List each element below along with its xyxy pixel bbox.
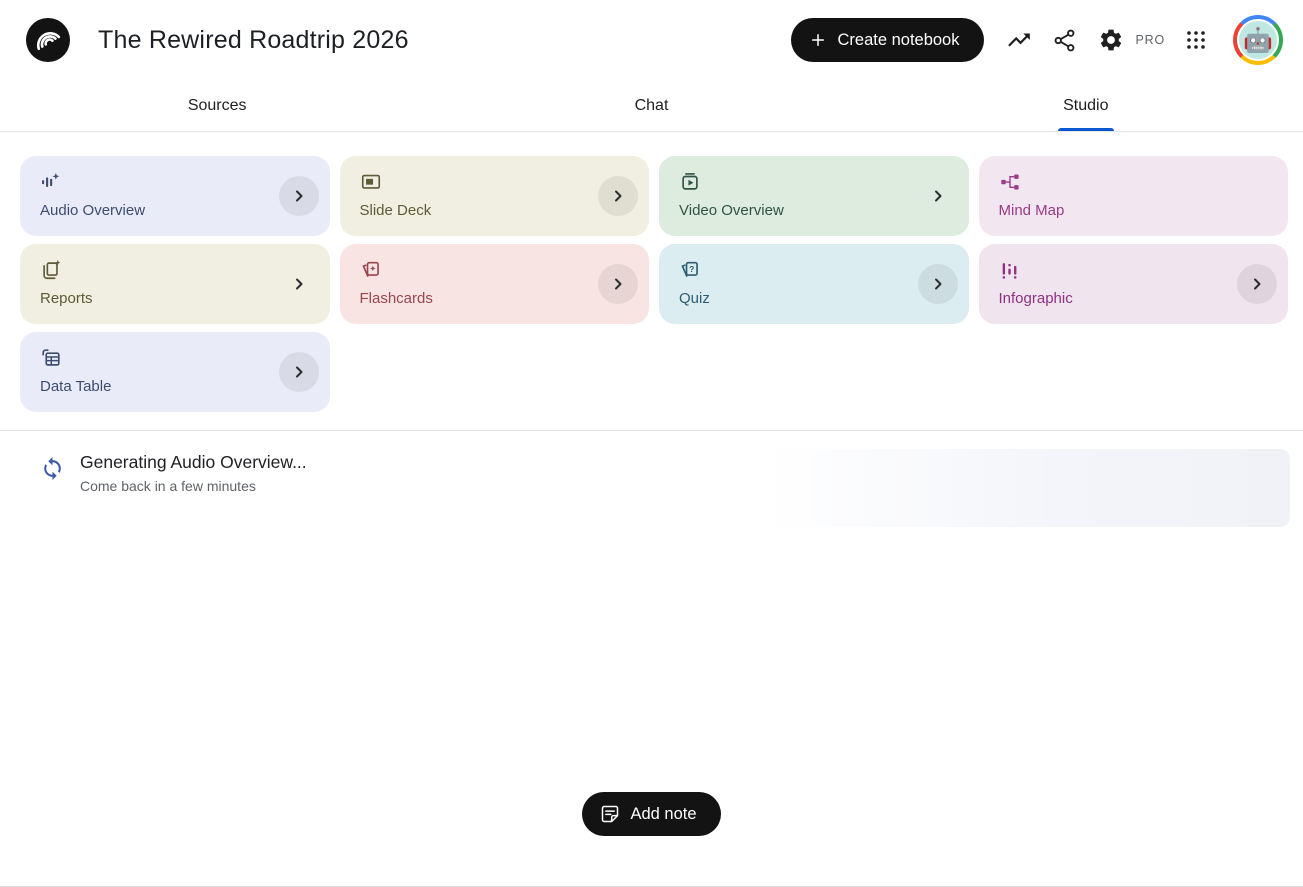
tab-sources-label: Sources [187,96,247,114]
studio-card-grid: Audio Overview Slide Deck Video Overview [0,132,1303,412]
card-label: Infographic [998,290,1073,307]
google-apps-button[interactable] [1173,17,1219,63]
card-chevron[interactable] [918,176,958,216]
card-chevron[interactable] [598,176,638,216]
chevron-right-icon [1254,278,1261,290]
chevron-right-icon [934,278,941,290]
sync-spinner-icon [44,457,61,480]
data-table-icon [42,349,60,366]
infographic-icon [1002,263,1016,279]
tab-sources[interactable]: Sources [0,80,434,131]
analytics-button[interactable] [996,17,1042,63]
card-chevron[interactable] [917,264,958,304]
card-quiz[interactable]: ? Quiz [659,244,969,324]
card-chevron[interactable] [278,176,319,216]
plus-icon [812,34,825,46]
settings-button[interactable] [1088,17,1134,63]
notebook-title[interactable]: The Rewired Roadtrip 2026 [98,25,409,54]
tab-active-underline [1057,128,1114,131]
chevron-right-icon [615,278,622,290]
user-avatar[interactable]: 🤖 [1233,15,1283,65]
pro-badge: PRO [1135,33,1165,47]
generation-status-subtitle: Come back in a few minutes [80,478,256,494]
share-icon [1054,29,1075,51]
create-notebook-button[interactable]: Create notebook [791,18,984,62]
video-overview-icon [682,173,698,190]
card-label: Slide Deck [359,202,432,219]
tab-chat-label: Chat [634,96,669,114]
add-note-label: Add note [630,804,697,823]
card-label: Quiz [679,290,710,307]
card-infographic[interactable]: Infographic [978,244,1288,324]
chevron-right-icon [295,190,302,202]
mind-map-icon [1000,174,1019,190]
user-avatar-robot-image: 🤖 [1237,19,1279,61]
card-chevron[interactable] [279,264,319,304]
tab-studio[interactable]: Studio [869,80,1303,131]
card-mind-map[interactable]: Mind Map [978,156,1288,236]
tab-chat[interactable]: Chat [434,80,868,131]
create-notebook-label: Create notebook [837,30,960,49]
notebooklm-logo-icon[interactable] [26,18,70,62]
card-reports[interactable]: Reports [20,244,330,324]
chevron-right-icon [615,190,622,202]
card-chevron[interactable] [598,264,638,304]
generation-status-text: Generating Audio Overview... Come back i… [80,449,307,494]
tab-studio-label: Studio [1063,96,1109,114]
apps-grid-icon [1187,31,1205,49]
card-chevron[interactable] [1237,264,1277,304]
generation-status-title: Generating Audio Overview... [80,452,307,472]
share-button[interactable] [1042,17,1088,63]
section-divider [0,430,1303,431]
add-note-container: Add note [0,792,1303,836]
svg-text:?: ? [689,265,694,274]
quiz-icon: ? [681,261,698,277]
reports-icon [43,259,61,280]
card-label: Audio Overview [40,202,146,219]
card-label: Video Overview [679,202,784,219]
trending-up-icon [1007,33,1030,47]
card-video-overview[interactable]: Video Overview [659,156,969,236]
card-label: Data Table [40,378,112,395]
settings-gear-icon [1100,29,1121,51]
chevron-right-icon [295,278,302,290]
card-label: Flashcards [359,290,433,307]
card-label: Reports [40,290,93,307]
card-data-table[interactable]: Data Table [20,332,330,412]
audio-overview-icon [42,173,60,188]
card-slide-deck[interactable]: Slide Deck [339,156,649,236]
chevron-right-icon [934,190,941,202]
chevron-right-icon [295,366,302,378]
note-icon [602,805,619,823]
card-flashcards[interactable]: Flashcards [339,244,649,324]
card-audio-overview[interactable]: Audio Overview [20,156,330,236]
card-label: Mind Map [998,202,1065,219]
header: The Rewired Roadtrip 2026 Create noteboo… [0,0,1303,80]
card-chevron[interactable] [278,352,319,392]
slide-deck-icon [361,174,380,189]
generation-placeholder-shimmer [765,449,1290,527]
flashcards-icon [361,261,379,277]
generation-status-row: Generating Audio Overview... Come back i… [0,431,1303,527]
add-note-button[interactable]: Add note [582,792,721,836]
panel-tabbar: Sources Chat Studio [0,80,1303,132]
